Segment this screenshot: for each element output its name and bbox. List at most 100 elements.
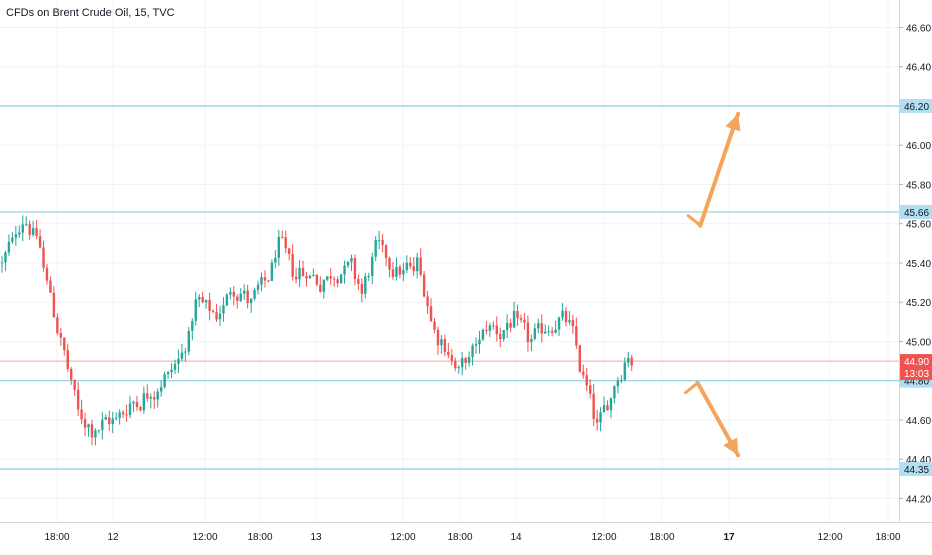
candle-body [198, 296, 201, 300]
candle [422, 270, 426, 298]
candle-body [281, 236, 284, 238]
candle [544, 324, 547, 334]
candle [412, 256, 415, 277]
candle-body [63, 337, 66, 351]
candle-body [177, 358, 180, 364]
candle-body [582, 371, 585, 376]
candle-body [187, 330, 191, 352]
candle-body [260, 277, 263, 285]
candle [139, 405, 142, 412]
candle-body [291, 253, 294, 277]
candle [222, 297, 225, 322]
candle-body [118, 412, 121, 418]
candle [429, 298, 433, 322]
time-tick-label: 14 [510, 532, 522, 543]
candle-body [73, 379, 76, 390]
candle-body [18, 232, 21, 235]
candle-body [620, 379, 623, 381]
candle [595, 410, 599, 431]
candle [495, 316, 498, 342]
candle-body [467, 357, 471, 363]
candle [229, 287, 232, 300]
candle [505, 314, 509, 339]
candle [135, 395, 139, 411]
candle [198, 293, 201, 308]
candle-body [153, 396, 156, 400]
candle [350, 254, 353, 272]
candle-body [502, 330, 505, 339]
candle-body [25, 224, 28, 226]
candle-body [339, 274, 343, 284]
time-tick-label: 18:00 [44, 532, 69, 543]
candle [38, 229, 42, 249]
candle [440, 335, 443, 354]
candle [467, 351, 471, 367]
candle-body [364, 276, 367, 294]
candle-body [492, 325, 495, 327]
candle [343, 260, 346, 284]
candle [170, 362, 173, 379]
candle [101, 411, 104, 440]
candle [49, 276, 52, 293]
candle [149, 393, 152, 409]
candle-body [201, 296, 204, 303]
candle [575, 317, 578, 350]
candle-body [256, 284, 260, 290]
candle [18, 225, 21, 239]
price-tick-label: 45.60 [906, 220, 931, 231]
candle [533, 323, 537, 341]
candle [589, 379, 592, 399]
candle [499, 327, 502, 348]
candle [360, 278, 364, 303]
candle-body [623, 362, 626, 380]
candle-body [589, 385, 592, 394]
candle [564, 307, 568, 327]
candle-body [294, 276, 298, 280]
candle-body [350, 258, 353, 262]
candle-body [464, 358, 467, 363]
candle [281, 230, 284, 239]
candle-body [173, 363, 177, 370]
candle [201, 291, 204, 304]
candle-body [270, 262, 274, 281]
candle [371, 252, 374, 284]
level-layer [0, 105, 899, 470]
candle [391, 262, 395, 280]
candle [21, 215, 24, 242]
candle [298, 260, 301, 287]
candle [630, 354, 633, 372]
candle-body [243, 290, 246, 294]
candle [474, 337, 478, 354]
candle [132, 400, 135, 413]
candle [367, 272, 370, 282]
candle-body [253, 289, 256, 299]
level-label-background [900, 204, 932, 219]
candle [125, 404, 128, 422]
candle-body [7, 241, 11, 253]
candle-body [409, 262, 412, 267]
arrow-pointer [686, 214, 700, 226]
candle [218, 306, 222, 327]
price-tick-label: 46.00 [906, 141, 931, 152]
candle-body [104, 417, 107, 420]
candle-body [627, 357, 630, 363]
candle [104, 414, 107, 420]
candle-body [585, 375, 588, 386]
candle-body [21, 224, 24, 233]
candle [90, 419, 94, 446]
candle [256, 280, 260, 295]
candle [194, 291, 197, 326]
candle [28, 220, 31, 240]
candle-body [4, 252, 7, 263]
candle [457, 365, 460, 374]
arrow-pointer [684, 383, 698, 395]
price-tick-label: 45.80 [906, 180, 931, 191]
candle [332, 276, 336, 287]
candle [80, 399, 83, 425]
candle [620, 375, 623, 384]
candle-body [249, 298, 253, 304]
candle-body [52, 292, 56, 318]
candle [274, 249, 277, 269]
